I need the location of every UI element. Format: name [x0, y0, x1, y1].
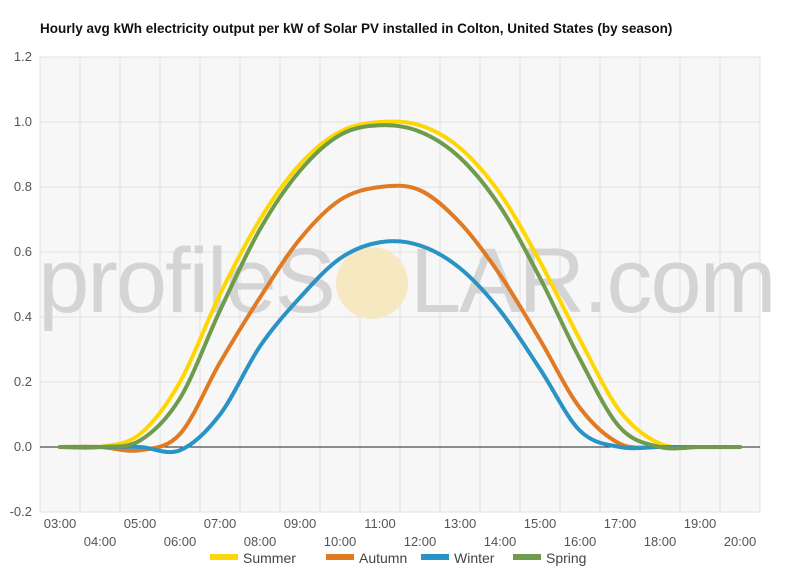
legend-label: Autumn [359, 550, 407, 566]
legend-label: Spring [546, 550, 586, 566]
series-line-autumn [58, 183, 742, 453]
x-tick-label: 12:00 [404, 534, 437, 549]
x-tick-label: 04:00 [84, 534, 117, 549]
chart-title: Hourly avg kWh electricity output per kW… [40, 21, 672, 36]
legend-item-autumn[interactable]: Autumn [326, 550, 407, 566]
legend-label: Winter [454, 550, 495, 566]
y-tick-label: 1.0 [14, 114, 32, 129]
legend-item-winter[interactable]: Winter [421, 550, 495, 566]
legend: Summer Autumn Winter Spring [210, 550, 586, 566]
x-tick-label: 10:00 [324, 534, 357, 549]
x-tick-label: 05:00 [124, 516, 157, 531]
x-tick-label: 08:00 [244, 534, 277, 549]
y-tick-label: 0.6 [14, 244, 32, 259]
legend-swatch [326, 554, 354, 560]
series-line-spring [58, 123, 742, 451]
y-tick-label: 0.4 [14, 309, 32, 324]
y-tick-label: 1.2 [14, 49, 32, 64]
watermark-text-right: LAR.com [410, 230, 774, 332]
legend-label: Summer [243, 550, 296, 566]
x-tick-label: 16:00 [564, 534, 597, 549]
x-tick-label: 13:00 [444, 516, 477, 531]
x-tick-label: 18:00 [644, 534, 677, 549]
legend-item-spring[interactable]: Spring [513, 550, 586, 566]
y-tick-label: 0.2 [14, 374, 32, 389]
x-tick-label: 20:00 [724, 534, 757, 549]
series-lines [58, 119, 742, 455]
y-tick-label: 0.0 [14, 439, 32, 454]
x-tick-label: 06:00 [164, 534, 197, 549]
x-tick-label: 07:00 [204, 516, 237, 531]
y-axis-ticks: 1.2 1.0 0.8 0.6 0.4 0.2 0.0 -0.2 [10, 49, 32, 519]
legend-item-summer[interactable]: Summer [210, 550, 296, 566]
x-tick-label: 15:00 [524, 516, 557, 531]
series-line-summer [58, 119, 742, 450]
legend-swatch [421, 554, 449, 560]
watermark-sun-icon [336, 247, 408, 319]
y-tick-label: 0.8 [14, 179, 32, 194]
watermark-text-left: profileS [38, 230, 334, 332]
x-tick-label: 17:00 [604, 516, 637, 531]
legend-swatch [210, 554, 238, 560]
x-tick-label: 19:00 [684, 516, 717, 531]
series-line-winter [58, 239, 742, 455]
y-tick-label: -0.2 [10, 504, 32, 519]
x-tick-label: 14:00 [484, 534, 517, 549]
x-tick-label: 09:00 [284, 516, 317, 531]
legend-swatch [513, 554, 541, 560]
x-tick-label: 03:00 [44, 516, 77, 531]
x-axis-ticks: 03:00 04:00 05:00 06:00 07:00 08:00 09:00 10:00… [44, 516, 757, 549]
x-tick-label: 11:00 [364, 516, 396, 531]
